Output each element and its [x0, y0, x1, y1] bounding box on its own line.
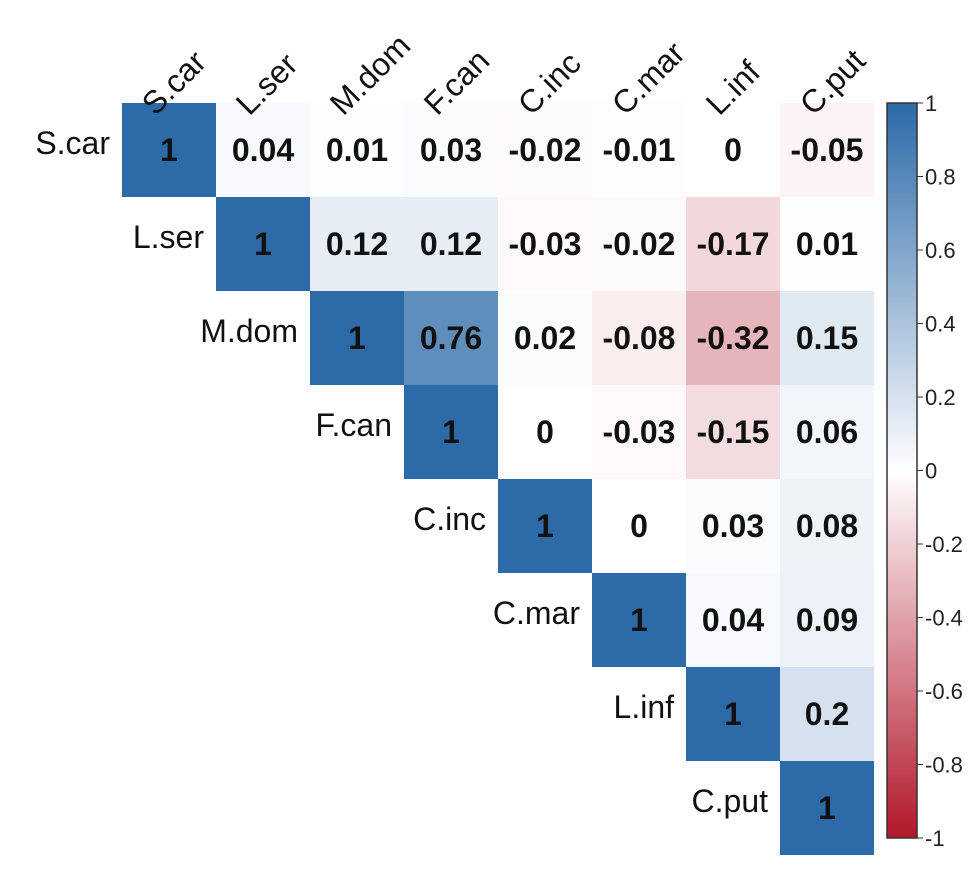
cell-value-L.ser-C.put: 0.01	[796, 226, 858, 262]
heatmap-cell-L.ser-M.dom	[310, 197, 404, 291]
cell-value-M.dom-C.put: 0.15	[796, 320, 858, 356]
heatmap-cell-M.dom-F.can	[404, 291, 498, 385]
cell-value-L.ser-C.inc: -0.03	[509, 226, 582, 262]
cell-value-C.inc-C.mar: 0	[630, 508, 648, 544]
heatmap-cell-L.inf-C.put	[780, 667, 874, 761]
legend-tick-label: 0.6	[925, 238, 956, 263]
cell-value-C.inc-L.inf: 0.03	[702, 508, 764, 544]
legend-tick-label: 0.2	[925, 385, 956, 410]
cell-value-L.inf-L.inf: 1	[724, 696, 742, 732]
heatmap-cell-C.mar-L.inf	[686, 573, 780, 667]
row-label-L.inf: L.inf	[614, 689, 675, 725]
heatmap-cell-L.ser-C.put	[780, 197, 874, 291]
cell-value-C.put-C.put: 1	[818, 790, 836, 826]
heatmap-cell-S.car-C.mar	[592, 103, 686, 197]
cell-value-L.ser-M.dom: 0.12	[326, 226, 388, 262]
row-label-C.put: C.put	[692, 783, 769, 819]
heatmap-cell-M.dom-C.put	[780, 291, 874, 385]
heatmap-cell-L.inf-L.inf	[686, 667, 780, 761]
heatmap-cell-C.inc-L.inf	[686, 479, 780, 573]
heatmap-cell-C.inc-C.put	[780, 479, 874, 573]
heatmap-cell-L.ser-L.ser	[216, 197, 310, 291]
heatmap-cell-C.inc-C.inc	[498, 479, 592, 573]
heatmap-cell-L.ser-F.can	[404, 197, 498, 291]
legend-tick-label: -1	[925, 826, 945, 851]
cell-value-L.inf-C.put: 0.2	[805, 696, 849, 732]
row-label-L.ser: L.ser	[133, 219, 204, 255]
heatmap-value-labels: 1 0.04 0.01 0.03 -0.02 -0.01 0 -0.05 1 0.12 0.12 -0…	[160, 132, 863, 826]
heatmap-cell-S.car-F.can	[404, 103, 498, 197]
legend-tick-label: -0.4	[925, 606, 963, 631]
cell-value-F.can-C.mar: -0.03	[603, 414, 676, 450]
cell-value-M.dom-L.inf: -0.32	[697, 320, 770, 356]
cell-value-S.car-C.mar: -0.01	[603, 132, 676, 168]
heatmap-cell-M.dom-C.mar	[592, 291, 686, 385]
cell-value-M.dom-C.mar: -0.08	[603, 320, 676, 356]
cell-value-S.car-L.inf: 0	[724, 132, 742, 168]
heatmap-cell-S.car-L.ser	[216, 103, 310, 197]
row-label-C.inc: C.inc	[413, 501, 486, 537]
heatmap-cell-S.car-C.inc	[498, 103, 592, 197]
cell-value-S.car-F.can: 0.03	[420, 132, 482, 168]
heatmap-cell-M.dom-L.inf	[686, 291, 780, 385]
heatmap-cell-S.car-M.dom	[310, 103, 404, 197]
row-label-M.dom: M.dom	[200, 313, 298, 349]
legend-tick-label: -0.2	[925, 532, 963, 557]
cell-value-C.mar-C.mar: 1	[630, 602, 648, 638]
cell-value-C.mar-L.inf: 0.04	[702, 602, 764, 638]
color-legend: 1 0.8 0.6 0.4 0.2 0 -0.2 -0.4 -0.6 -0.8 -1	[886, 91, 963, 851]
heatmap-cell-F.can-F.can	[404, 385, 498, 479]
heatmap-cell-F.can-C.put	[780, 385, 874, 479]
cell-value-F.can-F.can: 1	[442, 414, 460, 450]
cell-value-S.car-L.ser: 0.04	[232, 132, 294, 168]
cell-value-S.car-S.car: 1	[160, 132, 178, 168]
row-label-S.car: S.car	[35, 125, 110, 161]
cell-value-S.car-C.put: -0.05	[791, 132, 864, 168]
cell-value-M.dom-M.dom: 1	[348, 320, 366, 356]
heatmap-cell-C.mar-C.put	[780, 573, 874, 667]
cell-value-C.inc-C.put: 0.08	[796, 508, 858, 544]
cell-value-L.ser-L.ser: 1	[254, 226, 272, 262]
cell-value-F.can-C.put: 0.06	[796, 414, 858, 450]
heatmap-cell-L.ser-C.mar	[592, 197, 686, 291]
legend-tick-label: 0.4	[925, 312, 956, 337]
legend-color-bar	[886, 102, 918, 839]
heatmap-cell-M.dom-C.inc	[498, 291, 592, 385]
heatmap-cell-M.dom-M.dom	[310, 291, 404, 385]
cell-value-C.inc-C.inc: 1	[536, 508, 554, 544]
row-label-F.can: F.can	[316, 407, 392, 443]
cell-value-L.ser-F.can: 0.12	[420, 226, 482, 262]
cell-value-C.mar-C.put: 0.09	[796, 602, 858, 638]
heatmap-cell-S.car-S.car	[122, 103, 216, 197]
legend-tick-label: -0.6	[925, 679, 963, 704]
cell-value-M.dom-F.can: 0.76	[420, 320, 482, 356]
cell-value-F.can-C.inc: 0	[536, 414, 554, 450]
row-labels: S.car L.ser M.dom F.can C.inc C.mar L.inf C.put	[35, 125, 768, 819]
legend-tick-label: -0.8	[925, 753, 963, 778]
cell-value-M.dom-C.inc: 0.02	[514, 320, 576, 356]
heatmap-cell-L.ser-C.inc	[498, 197, 592, 291]
heatmap-cell-S.car-L.inf	[686, 103, 780, 197]
heatmap-cell-F.can-C.mar	[592, 385, 686, 479]
cell-value-L.ser-L.inf: -0.17	[697, 226, 770, 262]
heatmap-cell-L.ser-L.inf	[686, 197, 780, 291]
heatmap-cell-S.car-C.put	[780, 103, 874, 197]
cell-value-S.car-M.dom: 0.01	[326, 132, 388, 168]
legend-tick-label: 1	[925, 91, 937, 116]
heatmap-cells	[122, 103, 874, 855]
heatmap-cell-C.put-C.put	[780, 761, 874, 855]
heatmap-cell-F.can-C.inc	[498, 385, 592, 479]
heatmap-cell-F.can-L.inf	[686, 385, 780, 479]
cell-value-F.can-L.inf: -0.15	[697, 414, 770, 450]
cell-value-L.ser-C.mar: -0.02	[603, 226, 676, 262]
heatmap-cell-C.inc-C.mar	[592, 479, 686, 573]
legend-tick-label: 0.8	[925, 165, 956, 190]
legend-tick-label: 0	[925, 459, 937, 484]
cell-value-S.car-C.inc: -0.02	[509, 132, 582, 168]
row-label-C.mar: C.mar	[493, 595, 580, 631]
heatmap-cell-C.mar-C.mar	[592, 573, 686, 667]
